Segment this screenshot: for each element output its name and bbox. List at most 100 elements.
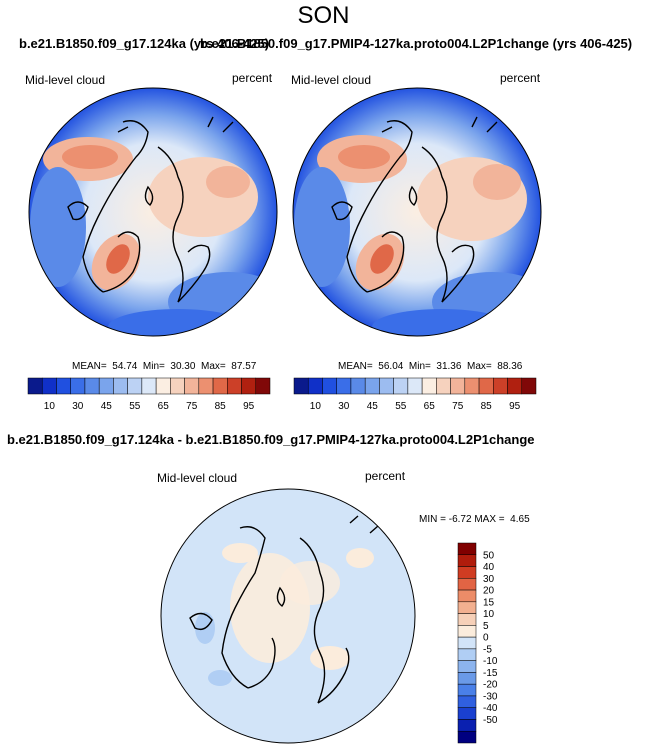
difference-colorbar-tick-label: 20 <box>483 586 495 597</box>
left-colorbar-tick-label: 30 <box>72 401 84 412</box>
right-colorbar-swatch <box>293 377 309 395</box>
difference-colorbar-tick-label: -40 <box>483 703 498 714</box>
left-polar-map <box>28 87 278 337</box>
right-map-stats: MEAN= 56.04 Min= 31.36 Max= 88.36 <box>338 361 523 372</box>
difference-map-title: b.e21.B1850.f09_g17.124ka - b.e21.B1850.… <box>7 432 535 447</box>
right-colorbar-swatch <box>478 377 494 395</box>
left-colorbar-tick-label: 10 <box>44 401 56 412</box>
difference-colorbar-swatch <box>457 730 477 744</box>
left-colorbar-swatch <box>212 377 228 395</box>
difference-colorbar-swatch <box>457 636 477 650</box>
difference-colorbar-swatch <box>457 683 477 697</box>
right-colorbar-swatch <box>364 377 380 395</box>
right-colorbar-swatch <box>421 377 437 395</box>
difference-colorbar-swatch <box>457 707 477 720</box>
right-colorbar: 10 30 45 55 65 75 85 95 <box>293 377 537 412</box>
right-colorbar-tick-label: 75 <box>452 401 464 412</box>
difference-colorbar-swatch <box>457 719 477 732</box>
difference-colorbar-tick-label: 30 <box>483 574 495 585</box>
difference-map-minmax: MIN = -6.72 MAX = 4.65 <box>419 514 530 525</box>
difference-colorbar-swatch <box>457 613 477 626</box>
left-colorbar-swatch <box>198 377 214 395</box>
left-colorbar-tick-label: 85 <box>215 401 227 412</box>
difference-colorbar-tick-label: -15 <box>483 668 498 679</box>
difference-colorbar-swatch <box>457 542 477 556</box>
right-colorbar-tick-label: 10 <box>310 401 322 412</box>
left-colorbar-swatch <box>56 377 71 395</box>
difference-colorbar-swatch <box>457 589 477 603</box>
left-colorbar-swatch <box>184 377 200 395</box>
right-colorbar-tick-label: 95 <box>509 401 521 412</box>
right-colorbar-tick-label: 30 <box>338 401 350 412</box>
left-colorbar-swatch <box>70 377 86 395</box>
left-colorbar: 10 30 45 55 65 75 85 95 <box>27 377 271 412</box>
left-map-stats: MEAN= 54.74 Min= 30.30 Max= 87.57 <box>72 361 257 372</box>
right-colorbar-swatch <box>436 377 451 395</box>
right-colorbar-swatch <box>379 377 394 395</box>
difference-colorbar-swatch <box>457 566 477 579</box>
right-colorbar-tick-label: 85 <box>481 401 493 412</box>
right-colorbar-swatch <box>493 377 508 395</box>
difference-colorbar-tick-label: -50 <box>483 715 498 726</box>
difference-colorbar-swatch <box>457 672 477 685</box>
difference-colorbar-swatch <box>457 601 477 614</box>
difference-colorbar-tick-label: 5 <box>483 621 489 632</box>
left-colorbar-tick-label: 45 <box>101 401 113 412</box>
difference-colorbar-tick-label: 40 <box>483 562 495 573</box>
right-colorbar-swatch <box>507 377 523 395</box>
difference-colorbar-swatch <box>457 578 477 591</box>
right-colorbar-swatch <box>450 377 466 395</box>
left-colorbar-swatch <box>227 377 242 395</box>
left-colorbar-swatch <box>170 377 185 395</box>
difference-colorbar-swatch <box>457 625 477 638</box>
left-colorbar-tick-label: 95 <box>243 401 255 412</box>
difference-colorbar-swatch <box>457 660 477 673</box>
season-title: SON <box>297 2 350 29</box>
right-colorbar-swatch <box>322 377 337 395</box>
right-colorbar-swatch <box>464 377 480 395</box>
left-colorbar-swatch <box>141 377 157 395</box>
left-map-variable: Mid-level cloud <box>25 73 106 87</box>
right-map-title: b.e21.B1850.f09_g17.PMIP4-127ka.proto004… <box>200 36 633 51</box>
difference-colorbar-swatch <box>457 648 477 661</box>
difference-colorbar-swatch <box>457 554 477 567</box>
left-colorbar-swatch <box>41 377 57 395</box>
left-colorbar-swatch <box>255 377 271 395</box>
difference-colorbar-swatch <box>457 695 477 708</box>
right-map-variable: Mid-level cloud <box>291 73 372 87</box>
right-colorbar-swatch <box>336 377 352 395</box>
difference-colorbar-tick-label: 50 <box>483 550 495 561</box>
difference-colorbar-tick-label: 0 <box>483 633 489 644</box>
left-colorbar-swatch <box>27 377 43 395</box>
right-colorbar-swatch <box>350 377 366 395</box>
difference-colorbar-tick-label: -20 <box>483 680 498 691</box>
left-colorbar-swatch <box>155 377 171 395</box>
difference-colorbar-tick-label: -30 <box>483 691 498 702</box>
right-colorbar-swatch <box>393 377 409 395</box>
right-map-units: percent <box>500 71 541 85</box>
difference-map-variable: Mid-level cloud <box>157 471 238 485</box>
right-colorbar-tick-label: 65 <box>424 401 436 412</box>
difference-colorbar-tick-label: -5 <box>483 644 492 655</box>
left-colorbar-swatch <box>98 377 114 395</box>
difference-colorbar-tick-label: -10 <box>483 656 498 667</box>
left-colorbar-swatch <box>241 377 257 395</box>
difference-polar-map <box>160 488 416 744</box>
difference-colorbar-tick-label: 15 <box>483 597 495 608</box>
left-colorbar-tick-label: 75 <box>186 401 198 412</box>
right-colorbar-tick-label: 55 <box>395 401 407 412</box>
left-colorbar-tick-label: 65 <box>158 401 170 412</box>
left-colorbar-swatch <box>84 377 100 395</box>
right-colorbar-tick-label: 45 <box>367 401 379 412</box>
right-colorbar-swatch <box>307 377 323 395</box>
difference-colorbar-tick-label: 10 <box>483 609 495 620</box>
right-colorbar-swatch <box>407 377 423 395</box>
left-colorbar-swatch <box>127 377 143 395</box>
left-colorbar-tick-label: 55 <box>129 401 141 412</box>
right-polar-map <box>292 87 542 337</box>
left-map-title: b.e21.B1850.f09_g17.124ka (yrs 406-425) <box>19 36 270 51</box>
right-colorbar-swatch <box>521 377 537 395</box>
left-colorbar-swatch <box>113 377 128 395</box>
left-map-units: percent <box>232 71 273 85</box>
